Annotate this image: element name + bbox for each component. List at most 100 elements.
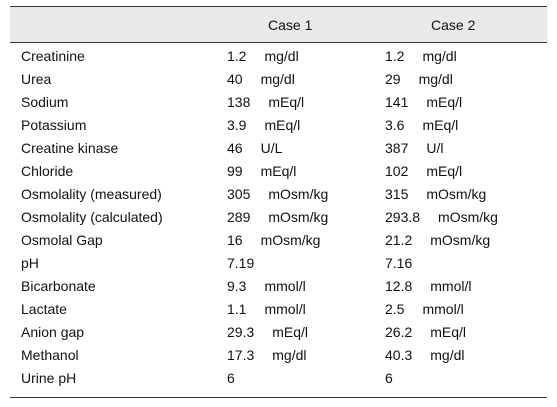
case-2-value: 141 <box>385 94 409 110</box>
case-1-value: 7.19 <box>227 255 255 271</box>
case-1-cell: 29.3 mEq/l <box>227 321 308 344</box>
table-row: Lactate 1.1 mmol/l 2.5 mmol/l <box>10 298 547 321</box>
table-row: Anion gap 29.3 mEq/l 26.2 mEq/l <box>10 321 547 344</box>
table-row: Osmolality (measured) 305 mOsm/kg 315 mOsm… <box>10 183 547 206</box>
case-1-cell: 17.3 mg/dl <box>227 344 306 367</box>
case-2-unit: U/l <box>426 140 444 156</box>
table-bottom-rule <box>10 397 547 398</box>
case-2-value: 21.2 <box>385 232 413 248</box>
case-2-cell: 29 mg/dl <box>385 68 453 91</box>
case-1-cell: 1.2 mg/dl <box>227 45 299 68</box>
table-row: Osmolality (calculated) 289 mOsm/kg 293.8… <box>10 206 547 229</box>
parameter-name: Lactate <box>21 301 67 317</box>
case-1-value: 3.9 <box>227 117 247 133</box>
case-2-unit: mEq/l <box>422 117 459 133</box>
case-1-value: 1.1 <box>227 301 247 317</box>
parameter-name: Urea <box>21 71 52 87</box>
case-1-cell: 9.3 mmol/l <box>227 275 306 298</box>
case-2-cell: 26.2 mEq/l <box>385 321 466 344</box>
case-1-unit: mEq/l <box>264 117 301 133</box>
case-1-cell: 99 mEq/l <box>227 160 296 183</box>
table-row: Bicarbonate 9.3 mmol/l 12.8 mmol/l <box>10 275 547 298</box>
parameter-name: Methanol <box>21 347 79 363</box>
case-2-unit: mOsm/kg <box>426 186 487 202</box>
case-2-cell: 6 <box>385 367 411 390</box>
case-2-value: 293.8 <box>385 209 421 225</box>
parameter-name: Anion gap <box>21 324 85 340</box>
lab-results-table: Case 1 Case 2 Creatinine 1.2 mg/dl 1.2 mg/… <box>10 6 547 398</box>
case-2-value: 12.8 <box>385 278 413 294</box>
case-2-cell: 40.3 mg/dl <box>385 344 464 367</box>
case-2-unit: mEq/l <box>426 163 463 179</box>
case-2-cell: 1.2 mg/dl <box>385 45 457 68</box>
case-1-value: 99 <box>227 163 243 179</box>
case-2-unit: mg/dl <box>422 48 457 64</box>
case-1-unit: mOsm/kg <box>260 232 321 248</box>
case-1-value: 16 <box>227 232 243 248</box>
table-row: Sodium 138 mEq/l 141 mEq/l <box>10 91 547 114</box>
case-2-value: 29 <box>385 71 401 87</box>
case-1-value: 305 <box>227 186 251 202</box>
case-2-value: 6 <box>385 370 393 386</box>
parameter-name: Chloride <box>21 163 74 179</box>
table-body: Creatinine 1.2 mg/dl 1.2 mg/dl Urea 40 mg/d… <box>10 45 547 390</box>
case-1-unit: mOsm/kg <box>268 209 329 225</box>
case-1-value: 17.3 <box>227 347 255 363</box>
case-2-value: 7.16 <box>385 255 413 271</box>
case-1-unit: mg/dl <box>260 71 295 87</box>
case-2-cell: 102 mEq/l <box>385 160 462 183</box>
case-2-unit: mEq/l <box>430 324 467 340</box>
case-2-cell: 12.8 mmol/l <box>385 275 471 298</box>
table-row: Chloride 99 mEq/l 102 mEq/l <box>10 160 547 183</box>
case-1-value: 46 <box>227 140 243 156</box>
column-header-case-1: Case 1 <box>268 17 313 33</box>
case-2-cell: 2.5 mmol/l <box>385 298 464 321</box>
case-1-unit: mmol/l <box>264 301 306 317</box>
table-row: Potassium 3.9 mEq/l 3.6 mEq/l <box>10 114 547 137</box>
case-2-unit: mOsm/kg <box>430 232 491 248</box>
case-2-value: 387 <box>385 140 409 156</box>
case-2-value: 102 <box>385 163 409 179</box>
table-row: Creatine kinase 46 U/L 387 U/l <box>10 137 547 160</box>
case-1-value: 9.3 <box>227 278 247 294</box>
column-header-case-2: Case 2 <box>431 17 476 33</box>
case-1-value: 1.2 <box>227 48 247 64</box>
case-1-cell: 40 mg/dl <box>227 68 295 91</box>
case-2-cell: 315 mOsm/kg <box>385 183 486 206</box>
case-2-unit: mmol/l <box>430 278 472 294</box>
case-1-unit: mOsm/kg <box>268 186 329 202</box>
case-2-value: 3.6 <box>385 117 405 133</box>
case-2-unit: mg/dl <box>418 71 453 87</box>
case-1-unit: mEq/l <box>272 324 309 340</box>
case-2-value: 315 <box>385 186 409 202</box>
parameter-name: pH <box>21 255 39 271</box>
case-2-cell: 293.8 mOsm/kg <box>385 206 498 229</box>
parameter-name: Sodium <box>21 94 69 110</box>
case-1-unit: mEq/l <box>260 163 297 179</box>
case-1-cell: 289 mOsm/kg <box>227 206 328 229</box>
parameter-name: Creatine kinase <box>21 140 119 156</box>
table-row: Creatinine 1.2 mg/dl 1.2 mg/dl <box>10 45 547 68</box>
case-1-value: 29.3 <box>227 324 255 340</box>
case-1-unit: U/L <box>260 140 283 156</box>
case-1-unit: mg/dl <box>264 48 299 64</box>
parameter-name: Bicarbonate <box>21 278 96 294</box>
case-1-value: 138 <box>227 94 251 110</box>
parameter-name: Potassium <box>21 117 87 133</box>
case-2-unit: mOsm/kg <box>438 209 498 225</box>
case-1-unit: mg/dl <box>272 347 307 363</box>
case-2-cell: 7.16 <box>385 252 430 275</box>
case-1-cell: 3.9 mEq/l <box>227 114 300 137</box>
table-row: Osmolal Gap 16 mOsm/kg 21.2 mOsm/kg <box>10 229 547 252</box>
case-1-value: 40 <box>227 71 243 87</box>
case-1-cell: 1.1 mmol/l <box>227 298 306 321</box>
case-1-cell: 7.19 <box>227 252 272 275</box>
case-2-cell: 387 U/l <box>385 137 443 160</box>
case-1-value: 289 <box>227 209 251 225</box>
case-2-value: 2.5 <box>385 301 405 317</box>
parameter-name: Urine pH <box>21 370 77 386</box>
table-row: Methanol 17.3 mg/dl 40.3 mg/dl <box>10 344 547 367</box>
case-2-value: 1.2 <box>385 48 405 64</box>
case-2-value: 26.2 <box>385 324 413 340</box>
case-1-cell: 138 mEq/l <box>227 91 304 114</box>
